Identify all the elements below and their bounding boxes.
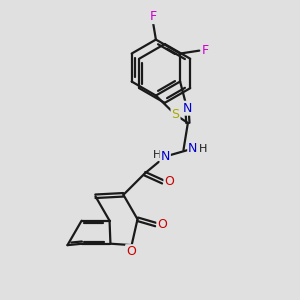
Text: N: N <box>182 102 192 115</box>
Text: H: H <box>153 150 161 160</box>
Text: N: N <box>188 142 198 155</box>
Text: H: H <box>198 144 207 154</box>
Text: O: O <box>157 218 167 231</box>
Text: F: F <box>149 10 157 23</box>
Text: F: F <box>202 44 209 57</box>
Text: O: O <box>126 245 136 258</box>
Text: S: S <box>172 108 179 121</box>
Text: O: O <box>164 175 174 188</box>
Text: N: N <box>160 150 170 163</box>
